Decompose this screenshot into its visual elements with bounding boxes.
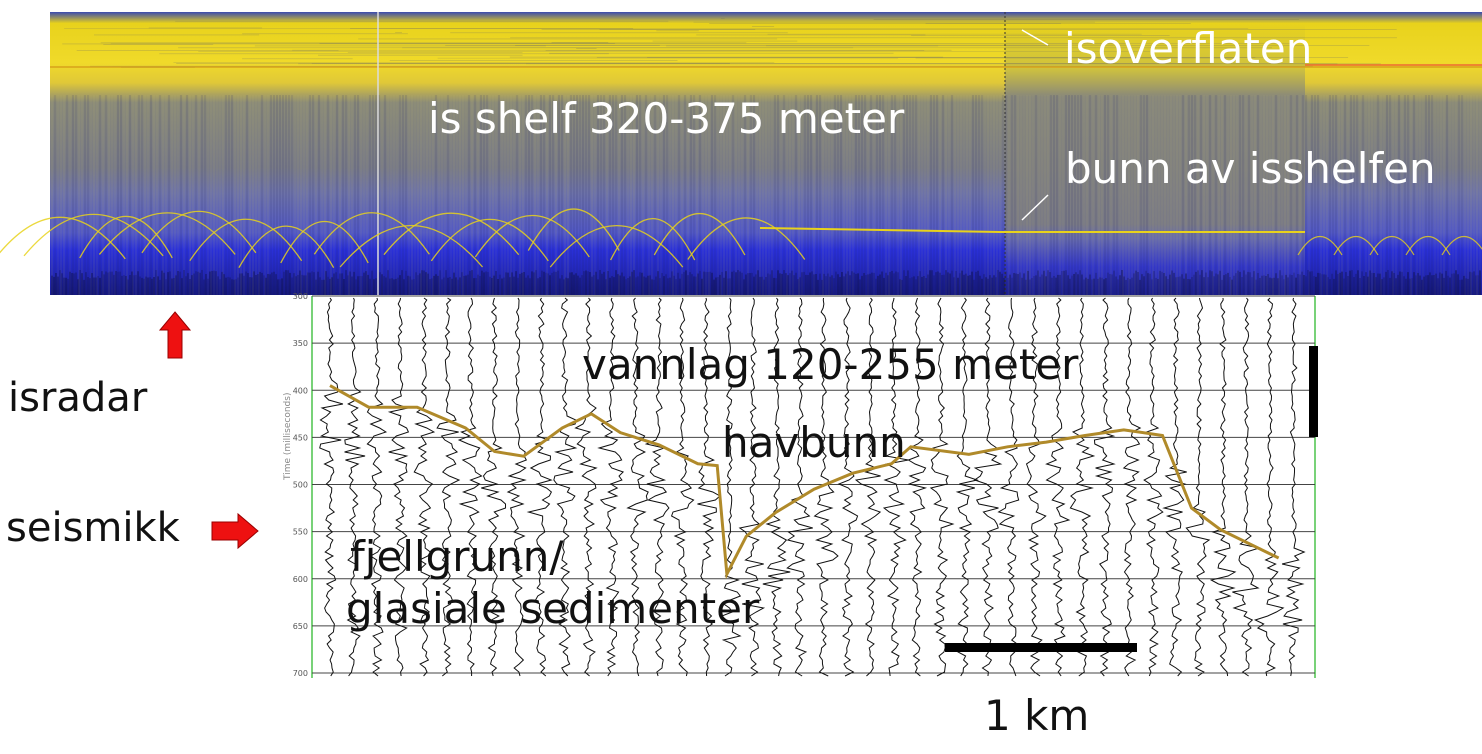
radar-hyperbolas bbox=[0, 208, 1482, 268]
radar-hyperbola bbox=[653, 213, 746, 256]
label-isradar: isradar bbox=[8, 375, 148, 421]
seismic-trace bbox=[481, 297, 507, 677]
seismic-trace bbox=[882, 297, 909, 677]
radar-hyperbola bbox=[609, 218, 696, 261]
seismic-trace bbox=[1122, 297, 1142, 677]
seismic-trace bbox=[1232, 297, 1262, 677]
radar-hyperbola bbox=[280, 221, 369, 264]
seismic-trace bbox=[786, 297, 813, 677]
seismic-axis-label: Time (milliseconds) bbox=[283, 393, 293, 481]
seismic-trace bbox=[413, 297, 436, 677]
seismic-trace bbox=[1281, 297, 1306, 677]
seismic-trace bbox=[1069, 297, 1096, 677]
label-bedrock-line1: fjellgrunn/ bbox=[350, 532, 564, 581]
radar-hyperbola bbox=[238, 225, 335, 268]
seismic-trace bbox=[344, 297, 366, 677]
depth-tick-label: 300 bbox=[293, 292, 308, 301]
depth-tick-label: 600 bbox=[293, 575, 308, 584]
seismic-trace bbox=[1185, 297, 1211, 677]
depth-tick-label: 650 bbox=[293, 622, 308, 631]
depth-tick-label: 700 bbox=[293, 669, 308, 678]
seismic-trace bbox=[366, 297, 388, 677]
seismic-trace bbox=[457, 297, 483, 677]
seismic-trace bbox=[837, 297, 859, 677]
radar-hyperbola bbox=[549, 224, 684, 268]
seismic-trace bbox=[1162, 297, 1187, 677]
seismic-background bbox=[283, 296, 1318, 678]
seismic-trace bbox=[997, 297, 1020, 677]
seismic-trace bbox=[670, 297, 695, 677]
seabed-line bbox=[329, 384, 1280, 580]
seismic-trace bbox=[387, 297, 410, 677]
seismic-trace bbox=[955, 297, 979, 677]
radar-hyperbola bbox=[474, 214, 590, 258]
label-isoverflaten: isoverflaten bbox=[1064, 24, 1313, 73]
seismic-traces bbox=[319, 297, 1306, 677]
label-seismikk: seismikk bbox=[6, 505, 180, 551]
seismic-trace bbox=[626, 297, 649, 677]
radar-hyperbola bbox=[23, 213, 164, 257]
radar-hyperbola bbox=[141, 210, 257, 254]
arrow-up-icon bbox=[158, 311, 192, 359]
seismic-trace bbox=[929, 297, 955, 677]
radar-hyperbola bbox=[339, 224, 484, 268]
seismic-trace bbox=[854, 297, 882, 677]
radar-hyperbola bbox=[79, 216, 173, 259]
water-layer-bar bbox=[1309, 346, 1318, 437]
label-ice-shelf-bottom: bunn av isshelfen bbox=[1065, 144, 1436, 193]
depth-tick-label: 350 bbox=[293, 339, 308, 348]
seismic-trace bbox=[1093, 297, 1116, 677]
seismic-trace bbox=[1045, 297, 1071, 677]
depth-tick-label: 450 bbox=[293, 433, 308, 442]
seismic-trace bbox=[973, 297, 1003, 677]
seismic-trace bbox=[738, 297, 766, 677]
radar-hyperbola bbox=[383, 212, 520, 256]
seismic-trace bbox=[506, 297, 528, 677]
label-water-layer: vannlag 120-255 meter bbox=[582, 340, 1079, 389]
radar-hyperbola bbox=[189, 218, 303, 262]
seismic-trace bbox=[762, 297, 791, 677]
label-bedrock-line2: glasiale sedimenter bbox=[346, 584, 760, 633]
seismic-trace bbox=[597, 297, 625, 677]
radar-hyperbola bbox=[313, 212, 430, 255]
depth-tick-label: 500 bbox=[293, 481, 308, 490]
seismic-trace bbox=[644, 297, 670, 677]
scale-bar-label: 1 km bbox=[984, 691, 1090, 740]
depth-tick-label: 550 bbox=[293, 528, 308, 537]
seismic-trace bbox=[720, 297, 742, 677]
radar-hyperbola bbox=[98, 212, 236, 255]
arrow-right-icon bbox=[211, 512, 259, 550]
seismic-trace bbox=[319, 297, 344, 677]
radar-hyperbola bbox=[687, 217, 806, 260]
radar-hyperbola bbox=[0, 216, 126, 260]
seismic-trace bbox=[1253, 297, 1285, 677]
radar-panel bbox=[0, 12, 1482, 295]
seismic-trace bbox=[436, 297, 461, 677]
seismic-trace bbox=[1209, 297, 1237, 677]
seismic-trace bbox=[574, 297, 598, 677]
seismic-panel: 300 350 400 450 500 550 600 650 700 Time (millis… bbox=[283, 292, 1318, 678]
depth-tick-label: 400 bbox=[293, 386, 308, 395]
seismic-trace bbox=[697, 297, 721, 677]
seismic-gridlines bbox=[312, 295, 1315, 674]
seismic-trace bbox=[1143, 297, 1164, 677]
label-ice-shelf: is shelf 320-375 meter bbox=[428, 94, 905, 143]
seismic-trace bbox=[553, 297, 578, 677]
seismic-trace bbox=[907, 297, 928, 677]
seismic-depth-ticks: 300 350 400 450 500 550 600 650 700 bbox=[293, 292, 308, 678]
arrow-bottom bbox=[1021, 194, 1049, 221]
label-seabed: havbunn bbox=[722, 418, 906, 467]
scale-bar bbox=[945, 643, 1137, 652]
seismic-trace bbox=[813, 297, 839, 677]
radar-hyperbola bbox=[527, 208, 620, 251]
radar-hyperbola bbox=[430, 218, 549, 262]
radar-ice-bottom-line bbox=[759, 227, 1305, 233]
seismic-trace bbox=[1025, 297, 1047, 677]
radar-highlight-panel bbox=[1005, 12, 1305, 295]
seismic-trace bbox=[526, 297, 553, 677]
arrow-surface bbox=[1021, 29, 1049, 46]
radar-streaks bbox=[51, 18, 1481, 295]
